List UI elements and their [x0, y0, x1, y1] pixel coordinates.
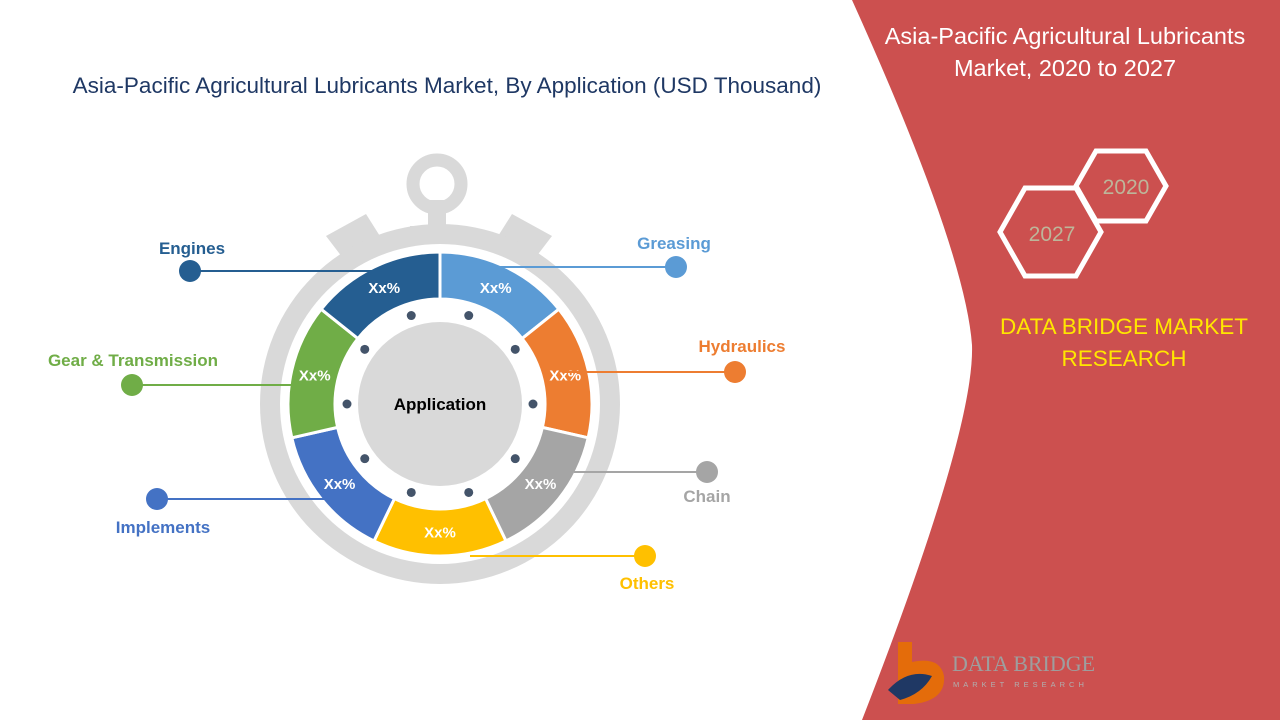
logo-line2: MARKET RESEARCH	[953, 680, 1088, 689]
callout-label-gear-transmission: Gear & Transmission	[48, 351, 218, 370]
inner-dot	[406, 487, 416, 497]
year-end-label: 2027	[1029, 223, 1076, 246]
segment-value-label: Xx%	[525, 476, 557, 493]
logo-line1: DATA BRIDGE	[952, 651, 1095, 676]
inner-dot	[342, 399, 352, 409]
segment-value-label: Xx%	[424, 525, 456, 542]
inner-dot	[464, 311, 474, 321]
segment-value-label: Xx%	[299, 367, 331, 384]
inner-dot	[510, 454, 520, 464]
company-logo: DATA BRIDGE MARKET RESEARCH	[888, 642, 1095, 704]
inner-dots	[342, 311, 538, 497]
application-ring	[286, 250, 594, 558]
segment-value-label: Xx%	[324, 476, 356, 493]
hexagon-2027	[997, 185, 1104, 279]
callout-label-greasing: Greasing	[637, 234, 711, 253]
segment-value-labels: Xx% Xx% Xx% Xx% Xx% Xx% Xx%	[299, 280, 581, 541]
callout-dot-hydraulics	[724, 361, 746, 383]
inner-dot	[528, 399, 538, 409]
callout-label-hydraulics: Hydraulics	[699, 337, 786, 356]
brand-line1: DATA BRIDGE MARKET	[1000, 314, 1248, 339]
segment-value-label: Xx%	[368, 280, 400, 297]
callout-dot-others	[634, 545, 656, 567]
callout-label-chain: Chain	[683, 487, 730, 506]
logo-mark-inner	[888, 673, 932, 700]
inner-dot	[510, 344, 520, 354]
inner-dot	[406, 311, 416, 321]
center-label: Application	[394, 395, 487, 414]
segment-value-label: Xx%	[549, 367, 581, 384]
callout-label-implements: Implements	[116, 518, 210, 537]
callout-dot-greasing	[665, 256, 687, 278]
inner-dot	[360, 454, 370, 464]
segment-value-label: Xx%	[480, 280, 512, 297]
center-circle	[358, 322, 522, 486]
side-title-line2: Market, 2020 to 2027	[954, 55, 1176, 81]
callout-dot-chain	[696, 461, 718, 483]
callout-label-engines: Engines	[159, 239, 225, 258]
callout-dot-gear-transmission	[121, 374, 143, 396]
inner-dot	[360, 344, 370, 354]
callout-label-others: Others	[620, 574, 675, 593]
side-panel-background	[852, 0, 1280, 720]
side-title-line1: Asia-Pacific Agricultural Lubricants	[885, 23, 1246, 49]
callout-dot-implements	[146, 488, 168, 510]
callouts: Greasing Hydraulics Chain Others Implements G…	[48, 234, 786, 593]
inner-dot	[464, 487, 474, 497]
chart-title: Asia-Pacific Agricultural Lubricants Mar…	[73, 73, 822, 98]
brand-line2: RESEARCH	[1061, 346, 1186, 371]
year-start-label: 2020	[1103, 176, 1150, 199]
callout-dot-engines	[179, 260, 201, 282]
